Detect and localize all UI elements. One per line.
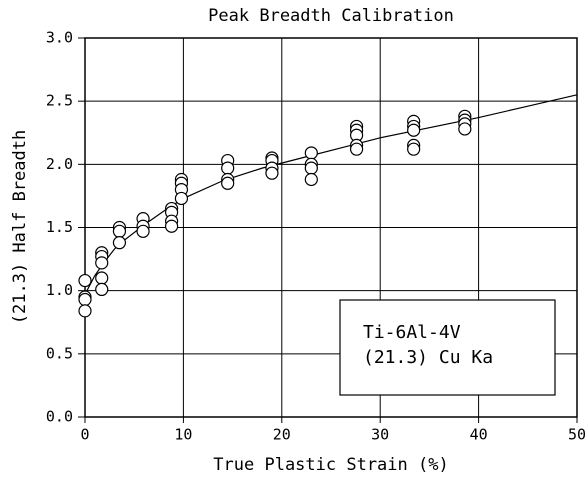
- data-point: [304, 146, 318, 160]
- data-point: [95, 256, 109, 270]
- annotation: (21.3) Cu Ka: [363, 347, 493, 368]
- x-tick-label: 20: [273, 426, 291, 444]
- x-tick-label: 50: [568, 426, 586, 444]
- y-tick-label: 2.5: [46, 92, 73, 110]
- data-point: [112, 236, 127, 250]
- x-tick-label: 40: [470, 426, 488, 444]
- data-point: [349, 142, 364, 156]
- data-point: [95, 271, 109, 285]
- y-tick-label: 1.5: [46, 218, 73, 236]
- y-axis-label: (21.3) Half Breadth: [10, 130, 30, 324]
- y-tick-label: 0.5: [46, 344, 73, 362]
- y-tick-label: 0.0: [46, 408, 73, 426]
- data-point: [136, 224, 150, 238]
- data-point: [78, 273, 92, 288]
- data-point: [164, 219, 179, 233]
- x-tick-label: 10: [174, 426, 192, 444]
- y-tick-label: 1.0: [46, 281, 73, 299]
- data-point: [112, 224, 127, 238]
- annotation-box: [339, 299, 556, 396]
- chart-title: Peak Breadth Calibration: [208, 6, 454, 26]
- data-point: [78, 292, 92, 307]
- data-point: [304, 161, 318, 175]
- y-tick-label: 2.0: [46, 155, 73, 173]
- data-point: [221, 161, 235, 175]
- plot-frame: [84, 37, 578, 418]
- data-point: [407, 142, 421, 156]
- x-tick-label: 30: [371, 426, 389, 444]
- data-point: [78, 304, 92, 318]
- annotation: Ti-6Al-4V: [363, 322, 461, 343]
- data-point: [265, 166, 279, 180]
- x-axis-label: True Plastic Strain (%): [213, 455, 448, 475]
- data-point: [221, 176, 235, 190]
- data-point: [304, 172, 318, 187]
- y-tick-label: 3.0: [46, 29, 73, 47]
- data-point: [95, 282, 109, 297]
- data-point: [174, 191, 189, 206]
- data-point: [407, 123, 421, 137]
- x-tick-label: 0: [80, 426, 89, 444]
- data-point: [458, 122, 472, 136]
